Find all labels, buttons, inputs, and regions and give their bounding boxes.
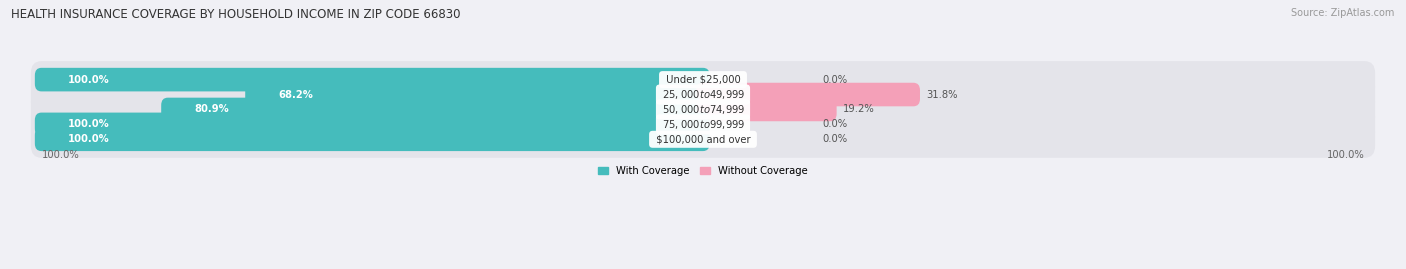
Text: 100.0%: 100.0% [41,150,79,161]
Text: $50,000 to $74,999: $50,000 to $74,999 [659,103,747,116]
FancyBboxPatch shape [696,83,920,106]
FancyBboxPatch shape [35,113,710,136]
FancyBboxPatch shape [31,91,1375,128]
Text: $75,000 to $99,999: $75,000 to $99,999 [659,118,747,131]
Legend: With Coverage, Without Coverage: With Coverage, Without Coverage [595,162,811,180]
Text: 31.8%: 31.8% [927,90,957,100]
FancyBboxPatch shape [35,128,710,151]
Text: 0.0%: 0.0% [823,75,848,85]
FancyBboxPatch shape [31,121,1375,158]
FancyBboxPatch shape [31,106,1375,143]
Text: 100.0%: 100.0% [67,75,110,85]
FancyBboxPatch shape [31,76,1375,113]
Text: 68.2%: 68.2% [278,90,314,100]
FancyBboxPatch shape [31,61,1375,98]
Text: Under $25,000: Under $25,000 [662,75,744,85]
Text: 100.0%: 100.0% [67,134,110,144]
Text: 19.2%: 19.2% [844,104,875,114]
Text: 80.9%: 80.9% [194,104,229,114]
FancyBboxPatch shape [696,98,837,121]
Text: 100.0%: 100.0% [67,119,110,129]
Text: 0.0%: 0.0% [823,119,848,129]
Text: $100,000 and over: $100,000 and over [652,134,754,144]
Text: 100.0%: 100.0% [1327,150,1365,161]
Text: $25,000 to $49,999: $25,000 to $49,999 [659,88,747,101]
Text: HEALTH INSURANCE COVERAGE BY HOUSEHOLD INCOME IN ZIP CODE 66830: HEALTH INSURANCE COVERAGE BY HOUSEHOLD I… [11,8,461,21]
FancyBboxPatch shape [35,68,710,91]
FancyBboxPatch shape [245,83,710,106]
Text: Source: ZipAtlas.com: Source: ZipAtlas.com [1291,8,1395,18]
FancyBboxPatch shape [162,98,710,121]
Text: 0.0%: 0.0% [823,134,848,144]
